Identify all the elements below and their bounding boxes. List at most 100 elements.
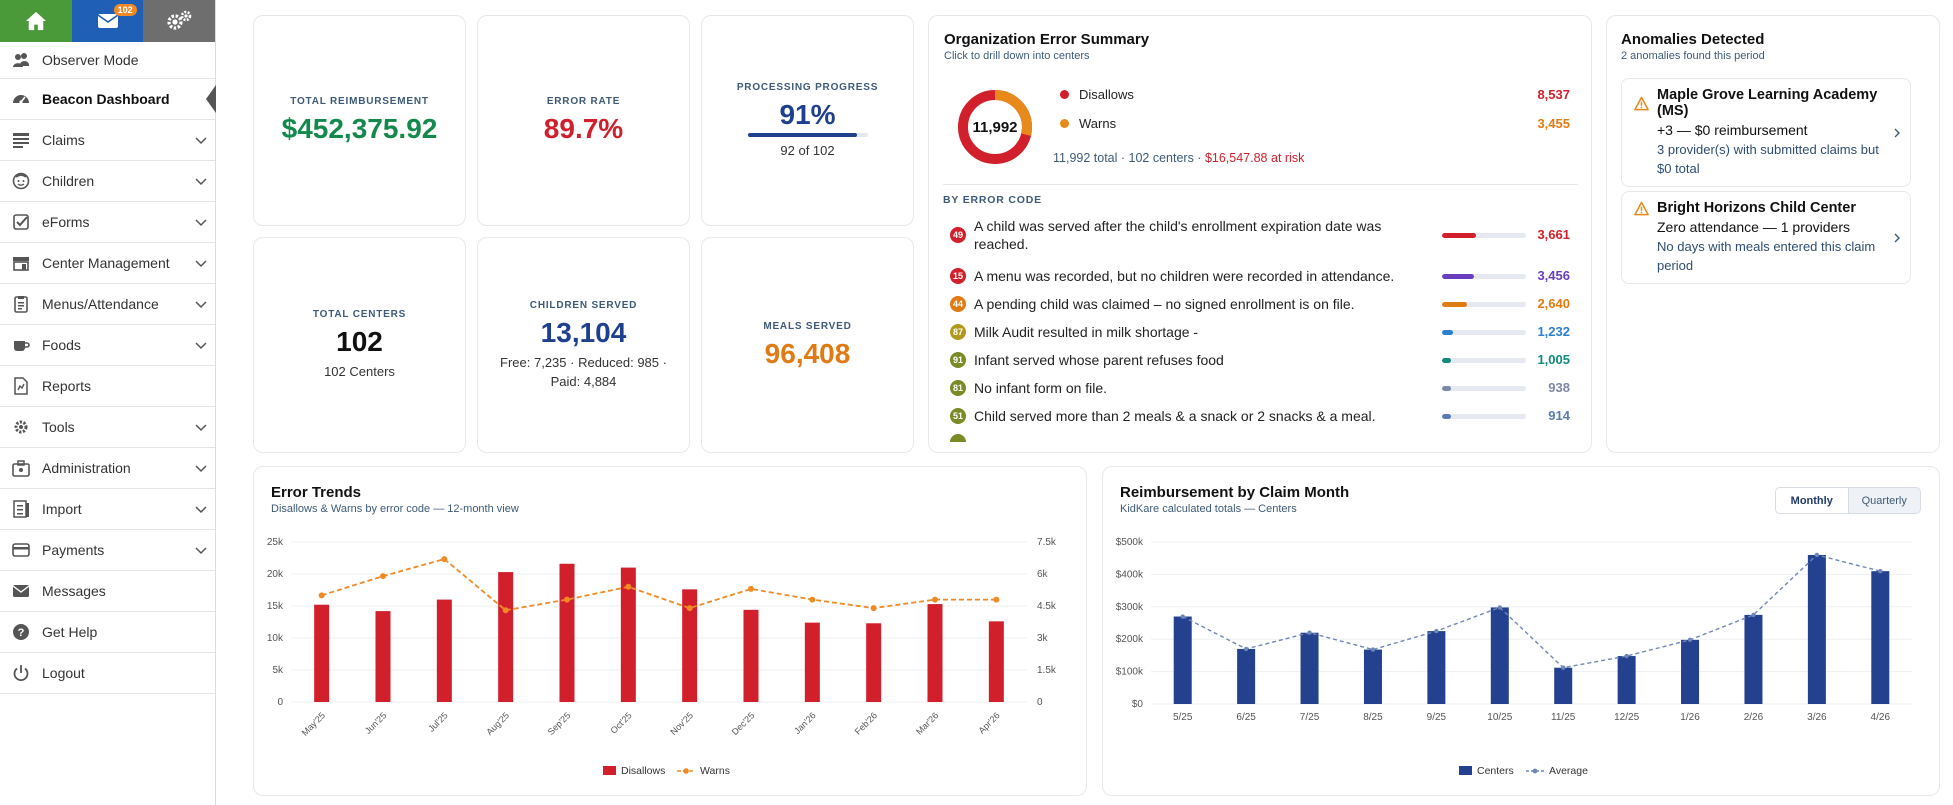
x-tick-label: Nov'25 [668, 710, 695, 737]
error-code-row[interactable]: 81 No infant form on file. 938 [950, 375, 1570, 401]
legend-centers-label: Centers [1477, 765, 1514, 777]
sidebar-item-center-management[interactable]: Center Management [0, 243, 215, 284]
error-donut-chart[interactable]: 11,992 [955, 87, 1035, 167]
home-icon [25, 11, 46, 31]
centers-bar [1617, 656, 1636, 704]
x-tick-label: Aug'25 [484, 710, 511, 737]
sidebar-topbar: 102 [0, 0, 216, 42]
sidebar-item-menus-attendance[interactable]: Menus/Attendance [0, 284, 215, 325]
chevron-down-icon[interactable] [195, 298, 207, 310]
legend-disallows-label: Disallows [621, 765, 665, 777]
x-tick-label: 5/25 [1173, 712, 1193, 723]
chevron-down-icon[interactable] [195, 421, 207, 433]
legend-disallows[interactable]: Disallows 8,537 [1060, 87, 1570, 102]
card-subtitle: 2 anomalies found this period [1621, 50, 1765, 62]
error-code-description: A child was served after the child's enr… [974, 218, 1382, 252]
disallows-bar [620, 567, 636, 702]
sidebar-item-observer-mode[interactable]: Observer Mode [0, 42, 215, 79]
y-tick-label: $500k [1116, 537, 1144, 548]
reimbursement-card: Reimbursement by Claim Month KidKare cal… [1102, 466, 1940, 796]
y-left-tick-label: 10k [267, 633, 284, 644]
warns-point [625, 583, 632, 590]
kpi-children-served[interactable]: CHILDREN SERVED 13,104 Free: 7,235 · Red… [477, 237, 690, 453]
messages-button[interactable]: 102 [71, 0, 144, 42]
disallows-bar [743, 609, 759, 702]
x-tick-label: 3/26 [1807, 712, 1827, 723]
centers-bar [1173, 616, 1192, 704]
average-point [1370, 647, 1376, 652]
donut-warns-slice[interactable] [958, 90, 1032, 164]
sidebar-item-label: Messages [42, 583, 106, 599]
chevron-right-icon[interactable] [1892, 127, 1902, 139]
toggle-monthly[interactable]: Monthly [1776, 488, 1849, 513]
sidebar-item-payments[interactable]: Payments [0, 530, 215, 571]
kpi-label: PROCESSING PROGRESS [736, 81, 879, 93]
kpi-value: 96,408 [764, 337, 851, 369]
kpi-total-reimbursement[interactable]: TOTAL REIMBURSEMENT $452,375.92 [253, 15, 466, 226]
centers-bar [1807, 554, 1826, 704]
average-point [1624, 653, 1629, 659]
child-icon [12, 172, 30, 190]
chevron-right-icon[interactable] [1892, 232, 1902, 244]
sidebar-item-eforms[interactable]: eForms [0, 202, 215, 243]
disallows-bar [988, 621, 1004, 702]
warning-icon [1634, 201, 1649, 215]
sidebar-item-administration[interactable]: Administration [0, 448, 215, 489]
disallows-bar [927, 604, 943, 702]
kpi-total-centers[interactable]: TOTAL CENTERS 102 102 Centers [253, 237, 466, 453]
anomaly-item[interactable]: Bright Horizons Child Center Zero attenda… [1621, 191, 1911, 284]
chevron-down-icon[interactable] [195, 339, 207, 351]
centers-bar [1681, 639, 1700, 704]
y-right-tick-label: 7.5k [1037, 537, 1057, 548]
sidebar-item-claims[interactable]: Claims [0, 120, 215, 161]
chevron-down-icon[interactable] [195, 216, 207, 228]
chevron-down-icon[interactable] [195, 134, 207, 146]
error-code-row[interactable]: 51 Child served more than 2 meals & a sna… [950, 403, 1570, 429]
unread-badge: 102 [113, 4, 137, 16]
error-code-row[interactable]: 15 A menu was recorded, but no children w… [950, 263, 1570, 289]
sidebar-item-logout[interactable]: Logout [0, 653, 215, 694]
sidebar-item-import[interactable]: Import [0, 489, 215, 530]
error-code-bar-fill [1442, 330, 1454, 335]
x-tick-label: 6/25 [1236, 712, 1256, 723]
error-code-row[interactable]: 44 A pending child was claimed – no signe… [950, 291, 1570, 317]
sidebar-item-foods[interactable]: Foods [0, 325, 215, 366]
error-code-row[interactable]: 49 A child was served after the child's e… [950, 215, 1570, 255]
anomaly-item[interactable]: Maple Grove Learning Academy (MS) +3 — $0… [1621, 78, 1911, 187]
error-code-bar-track [1442, 330, 1526, 335]
average-point [1751, 612, 1756, 618]
home-button[interactable] [0, 0, 72, 42]
sidebar-item-children[interactable]: Children [0, 161, 215, 202]
error-code-row[interactable]: 87 Milk Audit resulted in milk shortage -… [950, 319, 1570, 345]
x-tick-label: Mar'26 [914, 710, 940, 736]
card-subtitle: KidKare calculated totals — Centers [1120, 503, 1297, 515]
x-tick-label: Apr'26 [976, 710, 1001, 735]
error-code-count: 1,005 [1537, 352, 1570, 367]
x-tick-label: 9/25 [1427, 712, 1447, 723]
error-code-row[interactable]: 91 Infant served whose parent refuses foo… [950, 347, 1570, 373]
sidebar-item-tools[interactable]: Tools [0, 407, 215, 448]
kpi-value: 13,104 [540, 316, 627, 348]
legend-warns[interactable]: Warns 3,455 [1060, 116, 1570, 131]
kpi-meals-served[interactable]: MEALS SERVED 96,408 [701, 237, 914, 453]
sidebar-item-beacon-dashboard[interactable]: Beacon Dashboard [0, 79, 216, 120]
chevron-down-icon[interactable] [195, 503, 207, 515]
kpi-processing-progress[interactable]: PROCESSING PROGRESS 91% 92 of 102 [701, 15, 914, 226]
chevron-down-icon[interactable] [195, 175, 207, 187]
kpi-label: TOTAL REIMBURSEMENT [290, 96, 429, 107]
sidebar-item-label: Get Help [42, 624, 98, 640]
legend-average-label: Average [1549, 765, 1588, 777]
error-code-bar-track [1442, 233, 1526, 238]
sidebar-item-reports[interactable]: Reports [0, 366, 215, 407]
average-point [1307, 630, 1312, 635]
sidebar-item-get-help[interactable]: ? Get Help [0, 612, 215, 653]
chevron-down-icon[interactable] [195, 257, 207, 269]
kpi-error-rate[interactable]: ERROR RATE 89.7% [477, 15, 690, 226]
settings-button[interactable] [143, 0, 216, 42]
toggle-quarterly[interactable]: Quarterly [1861, 494, 1907, 507]
chevron-down-icon[interactable] [195, 462, 207, 474]
sidebar-item-messages[interactable]: Messages [0, 571, 215, 612]
x-tick-label: 7/25 [1300, 712, 1320, 723]
average-point [1497, 605, 1502, 610]
chevron-down-icon[interactable] [195, 544, 207, 556]
